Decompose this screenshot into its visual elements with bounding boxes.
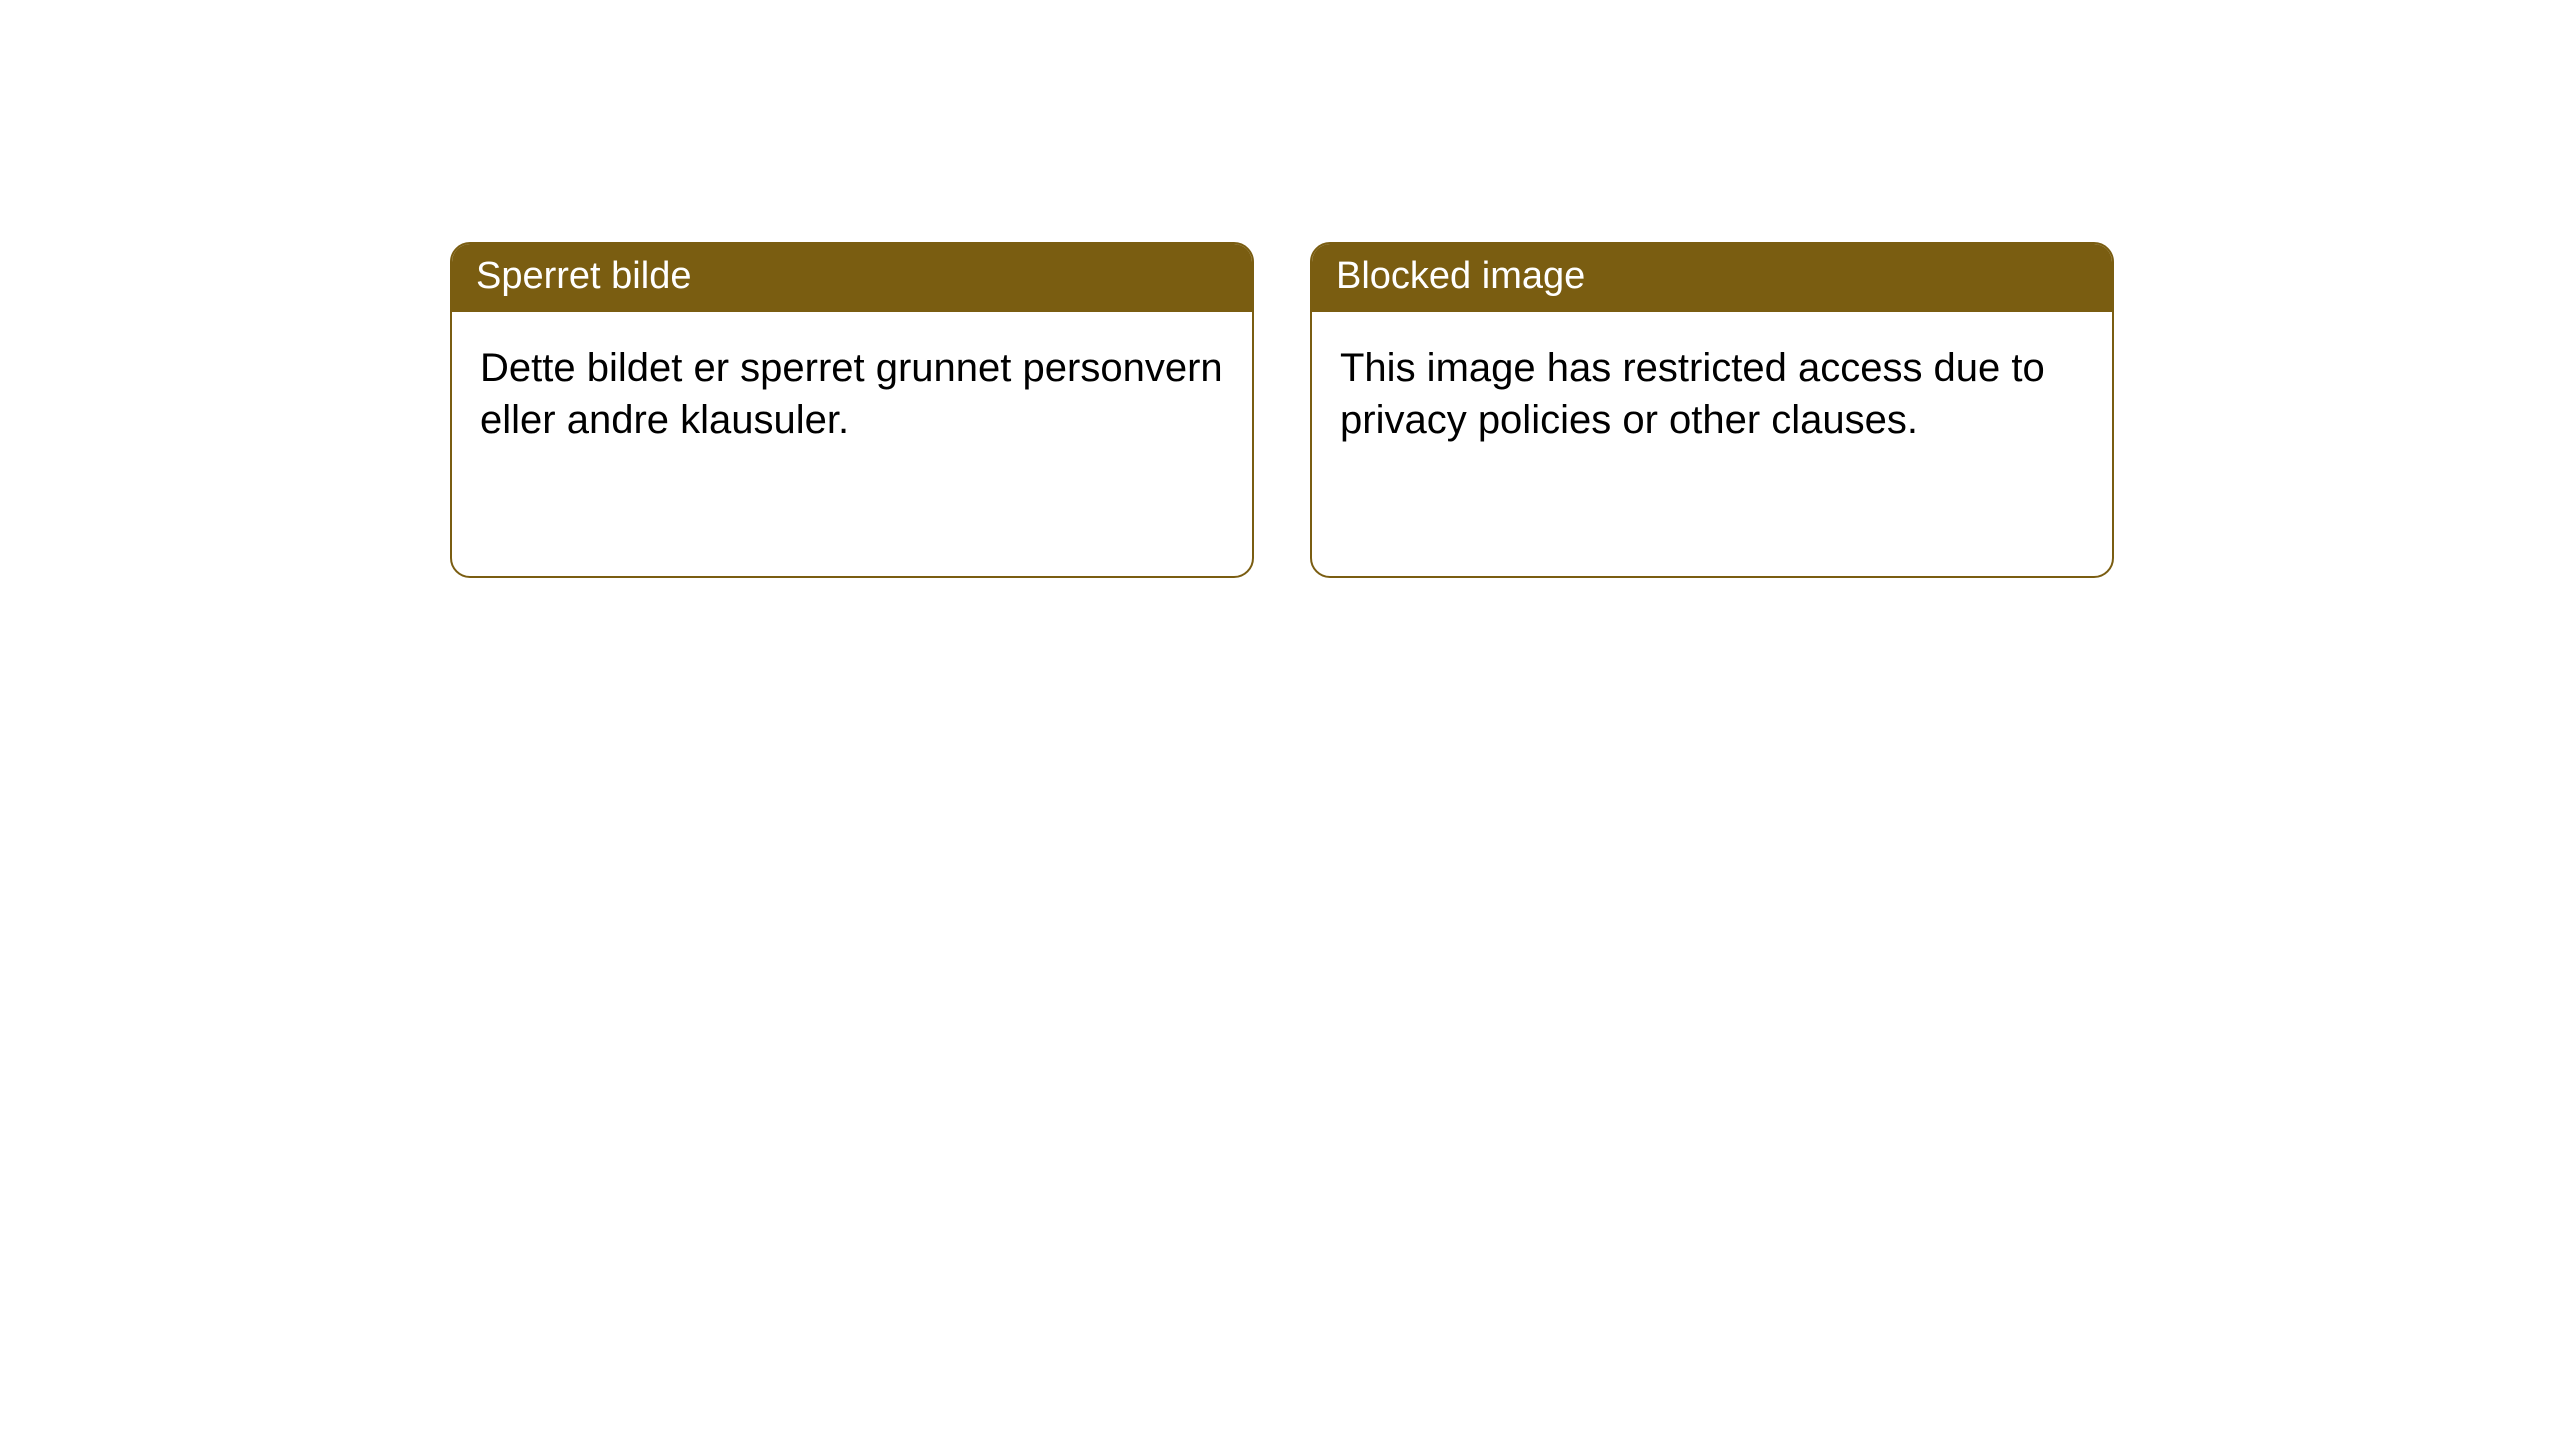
notice-card-body: Dette bildet er sperret grunnet personve… [452,312,1252,476]
notice-card-title: Blocked image [1312,244,2112,312]
notice-card-norwegian: Sperret bilde Dette bildet er sperret gr… [450,242,1254,578]
notice-card-title: Sperret bilde [452,244,1252,312]
notice-card-english: Blocked image This image has restricted … [1310,242,2114,578]
notice-container: Sperret bilde Dette bildet er sperret gr… [0,0,2560,578]
notice-card-body: This image has restricted access due to … [1312,312,2112,476]
